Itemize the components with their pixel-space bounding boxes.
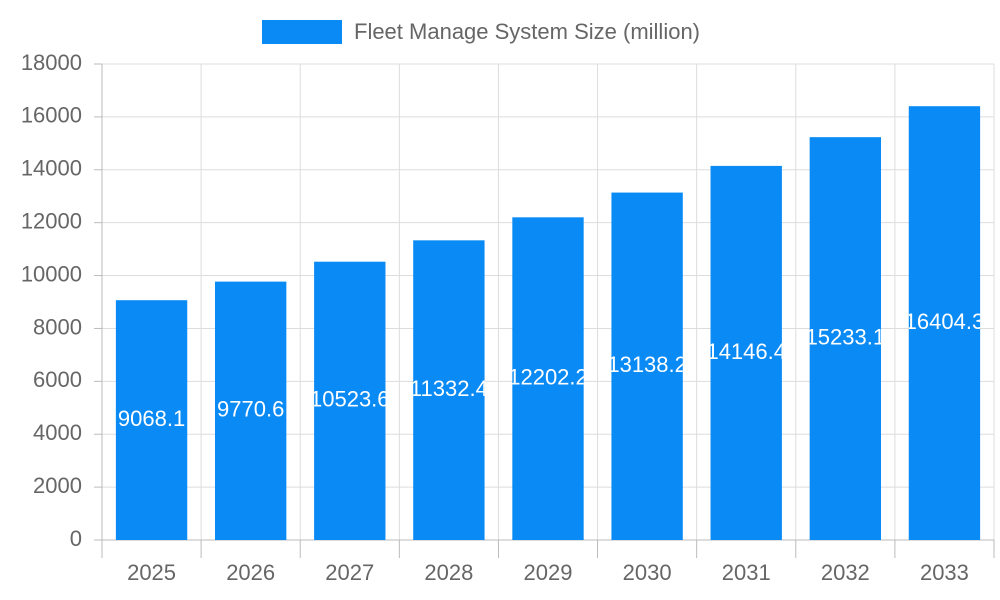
data-label: 15233.1 [806,324,886,349]
x-tick-label: 2025 [127,560,176,585]
legend-swatch [262,20,342,44]
y-tick-label: 4000 [33,420,82,445]
y-tick-label: 10000 [21,261,82,286]
data-label: 13138.2 [607,352,687,377]
data-label: 10523.6 [310,387,390,412]
bar [314,261,386,540]
bar [809,137,882,540]
data-label: 11332.4 [410,376,488,401]
legend-label: Fleet Manage System Size (million) [354,19,700,44]
y-tick-label: 18000 [21,50,82,75]
bar [710,165,782,540]
y-tick-label: 12000 [21,208,82,233]
data-label: 9068.1 [118,406,185,431]
bar [214,281,287,540]
bar [611,192,683,540]
bar [512,217,584,541]
y-tick-label: 0 [70,526,82,551]
bar [413,240,485,540]
x-tick-label: 2031 [722,560,771,585]
data-label: 9770.6 [217,397,284,422]
y-tick-label: 14000 [21,156,82,181]
x-tick-label: 2030 [623,560,672,585]
x-tick-label: 2026 [226,560,275,585]
bar [115,300,188,540]
y-tick-label: 6000 [33,367,82,392]
data-label: 12202.2 [508,364,588,389]
x-tick-label: 2028 [424,560,473,585]
x-tick-label: 2029 [524,560,573,585]
data-label: 14146.4 [706,339,786,364]
x-tick-label: 2027 [325,560,374,585]
y-tick-label: 16000 [21,103,82,128]
data-label: 16404.3 [905,309,985,334]
x-tick-label: 2033 [920,560,969,585]
y-tick-label: 2000 [33,473,82,498]
y-tick-label: 8000 [33,314,82,339]
x-tick-label: 2032 [821,560,870,585]
bar [908,106,981,541]
